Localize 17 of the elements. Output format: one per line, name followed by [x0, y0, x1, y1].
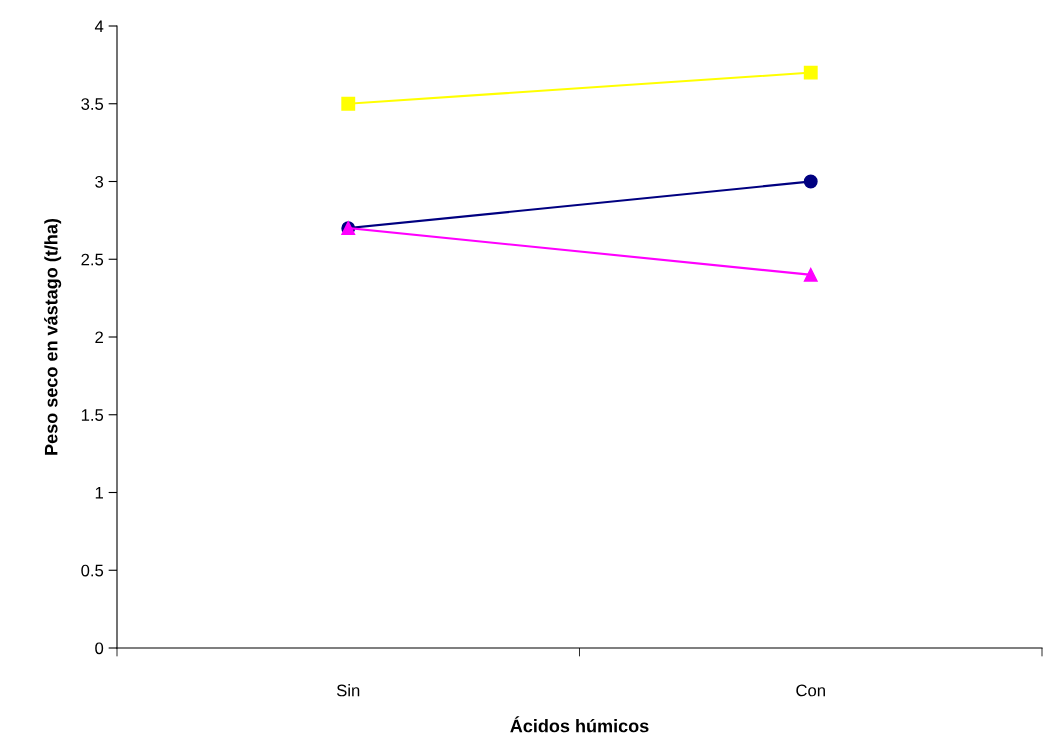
y-tick-label: 4 [94, 20, 104, 33]
y-tick-label: 3 [95, 175, 104, 188]
y-tick-label: 2.5 [81, 253, 104, 266]
x-axis-title: Ácidos húmicos [510, 716, 649, 733]
y-tick-label: 3.5 [81, 98, 104, 110]
point [803, 267, 818, 282]
y-axis-title: Peso seco en vástago (t/ha) [44, 218, 62, 455]
y-tick-label: 0.5 [81, 564, 104, 577]
x-tick-label: Sin [336, 684, 360, 697]
y-tick-label: 1.5 [81, 409, 104, 421]
point [803, 174, 818, 189]
point [341, 96, 356, 111]
point [803, 65, 818, 80]
x-tick-label: Con [796, 684, 825, 697]
y-tick-label: 1 [95, 487, 103, 499]
y-tick-label: 0 [95, 642, 104, 655]
y-tick-label: 2 [95, 331, 103, 344]
